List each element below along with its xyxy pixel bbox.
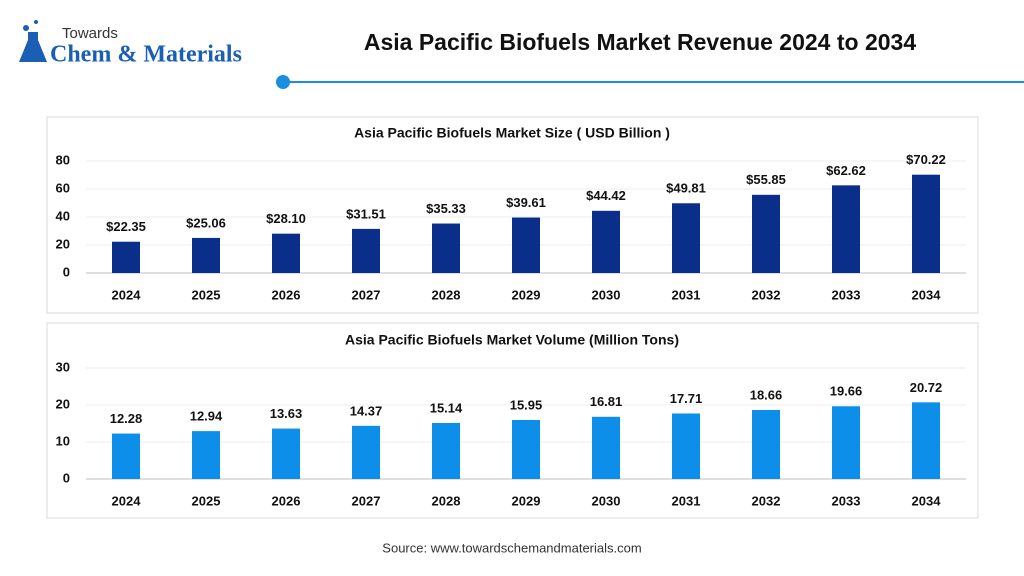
- bar: [752, 194, 780, 273]
- x-tick-label: 2027: [352, 287, 381, 302]
- value-label: 16.81: [590, 394, 623, 409]
- x-tick-label: 2029: [512, 287, 541, 302]
- x-tick-label: 2030: [592, 287, 621, 302]
- logo-bubble: [23, 25, 29, 31]
- value-label: 12.94: [190, 409, 223, 424]
- x-tick-label: 2026: [272, 493, 301, 508]
- value-label: 12.28: [110, 411, 143, 426]
- logo-main: Chem & Materials: [50, 42, 242, 68]
- x-tick-label: 2030: [592, 493, 621, 508]
- x-tick-label: 2034: [912, 287, 942, 302]
- x-tick-label: 2024: [112, 493, 142, 508]
- value-label: $55.85: [746, 172, 786, 187]
- value-label: $70.22: [906, 152, 946, 167]
- bar: [912, 402, 940, 479]
- bar: [512, 217, 540, 273]
- bar: [352, 425, 380, 479]
- value-label: $62.62: [826, 163, 866, 178]
- x-tick-label: 2033: [832, 493, 861, 508]
- x-tick-label: 2028: [432, 493, 461, 508]
- value-label: 15.14: [430, 400, 463, 415]
- bar: [512, 419, 540, 479]
- chart-title: Asia Pacific Biofuels Market Size ( USD …: [354, 125, 670, 141]
- x-tick-label: 2031: [672, 287, 701, 302]
- bar: [272, 233, 300, 273]
- bar: [192, 431, 220, 479]
- x-tick-label: 2033: [832, 287, 861, 302]
- value-label: 17.71: [670, 391, 703, 406]
- source: Source: www.towardschemandmaterials.com: [382, 540, 641, 555]
- value-label: $28.10: [266, 211, 306, 226]
- y-tick-label: 0: [63, 470, 70, 485]
- bar: [592, 416, 620, 479]
- x-tick-label: 2026: [272, 287, 301, 302]
- value-label: 18.66: [750, 387, 783, 402]
- bar: [912, 174, 940, 273]
- y-tick-label: 0: [63, 264, 70, 279]
- x-tick-label: 2028: [432, 287, 461, 302]
- y-tick-label: 80: [56, 152, 70, 167]
- x-tick-label: 2032: [752, 287, 781, 302]
- logo-top: Towards: [62, 25, 118, 42]
- value-label: $25.06: [186, 215, 226, 230]
- bar: [672, 203, 700, 273]
- divider-dot: [276, 75, 290, 89]
- value-label: $49.81: [666, 181, 706, 196]
- bar: [352, 228, 380, 273]
- value-label: $44.42: [586, 188, 626, 203]
- x-tick-label: 2025: [192, 287, 221, 302]
- x-tick-label: 2024: [112, 287, 142, 302]
- logo-bubble: [34, 20, 38, 24]
- value-label: 19.66: [830, 384, 863, 399]
- value-label: 13.63: [270, 406, 303, 421]
- bar: [832, 185, 860, 273]
- x-tick-label: 2025: [192, 493, 221, 508]
- value-label: $22.35: [106, 219, 146, 234]
- bar: [192, 237, 220, 273]
- bar: [112, 433, 140, 479]
- x-tick-label: 2029: [512, 493, 541, 508]
- y-tick-label: 20: [56, 396, 70, 411]
- y-tick-label: 10: [56, 433, 70, 448]
- x-tick-label: 2027: [352, 493, 381, 508]
- chart-frame: [46, 116, 979, 314]
- logo: Towards Chem & Materials: [19, 20, 242, 68]
- x-tick-label: 2034: [912, 493, 942, 508]
- bar: [272, 428, 300, 479]
- value-label: $35.33: [426, 201, 466, 216]
- page-title: Asia Pacific Biofuels Market Revenue 202…: [364, 29, 916, 55]
- value-label: 20.72: [910, 380, 943, 395]
- bar: [752, 409, 780, 479]
- value-label: $31.51: [346, 206, 386, 221]
- bar: [432, 223, 460, 273]
- value-label: 14.37: [350, 403, 383, 418]
- y-tick-label: 30: [56, 359, 70, 374]
- bar: [112, 241, 140, 273]
- x-tick-label: 2031: [672, 493, 701, 508]
- value-label: $39.61: [506, 195, 546, 210]
- value-label: 15.95: [510, 397, 543, 412]
- bar: [592, 210, 620, 273]
- logo-flask: [19, 32, 47, 62]
- bar: [672, 413, 700, 479]
- y-tick-label: 40: [56, 208, 70, 223]
- x-tick-label: 2032: [752, 493, 781, 508]
- bar: [432, 422, 460, 479]
- y-tick-label: 20: [56, 236, 70, 251]
- y-tick-label: 60: [56, 180, 70, 195]
- bar: [832, 406, 860, 479]
- chart-title: Asia Pacific Biofuels Market Volume (Mil…: [345, 332, 679, 348]
